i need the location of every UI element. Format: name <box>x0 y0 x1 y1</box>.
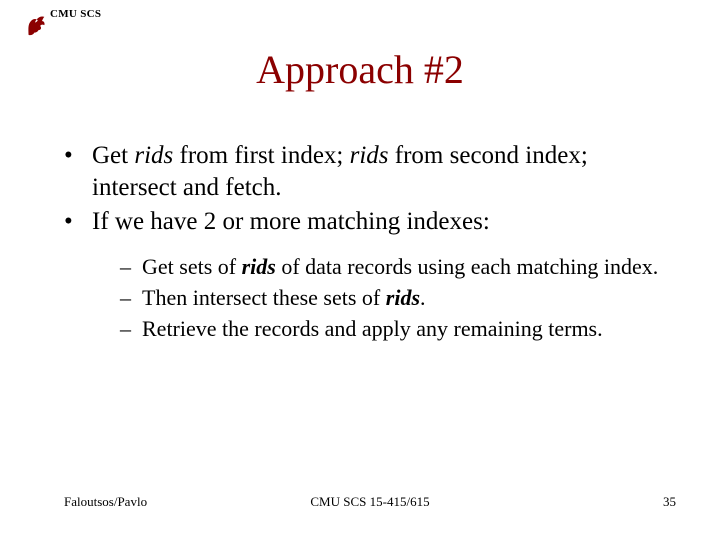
italic-text: rids <box>134 142 173 169</box>
text-run: Get sets of <box>142 254 242 279</box>
text-run: Get <box>92 142 134 169</box>
sub-bullet-item: Retrieve the records and apply any remai… <box>120 314 660 343</box>
bold-italic-text: rids <box>242 254 276 279</box>
slide-title: Approach #2 <box>0 46 720 93</box>
bold-italic-text: rids <box>386 285 420 310</box>
footer-course: CMU SCS 15-415/615 <box>64 494 676 510</box>
text-run: Then intersect these sets of <box>142 285 386 310</box>
bullet-item: If we have 2 or more matching indexes: Ge… <box>64 206 660 343</box>
slide-body: Get rids from first index; rids from sec… <box>64 140 660 345</box>
cmu-dragon-icon <box>26 14 46 38</box>
text-run: . <box>420 285 426 310</box>
header-label: CMU SCS <box>50 8 101 20</box>
text-run: If we have 2 or more matching indexes: <box>92 208 490 235</box>
text-run: from first index; <box>173 142 349 169</box>
bullet-item: Get rids from first index; rids from sec… <box>64 140 660 204</box>
text-run: of data records using each matching inde… <box>276 254 658 279</box>
slide-header: CMU SCS <box>50 8 70 32</box>
sub-bullet-list: Get sets of rids of data records using e… <box>120 252 660 343</box>
sub-bullet-item: Get sets of rids of data records using e… <box>120 252 660 281</box>
footer-authors: Faloutsos/Pavlo <box>64 494 147 510</box>
slide-footer: Faloutsos/Pavlo CMU SCS 15-415/615 35 <box>64 494 676 510</box>
italic-text: rids <box>350 142 389 169</box>
text-run: Retrieve the records and apply any remai… <box>142 316 603 341</box>
sub-bullet-item: Then intersect these sets of rids. <box>120 283 660 312</box>
footer-page-number: 35 <box>663 494 676 510</box>
